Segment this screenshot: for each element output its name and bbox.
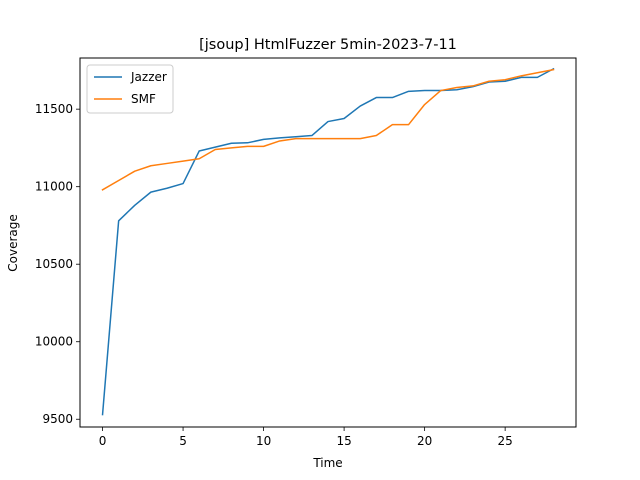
legend-label-jazzer: Jazzer bbox=[130, 70, 167, 84]
x-axis-label: Time bbox=[312, 456, 342, 470]
x-tick-label: 0 bbox=[99, 434, 107, 448]
x-tick-label: 25 bbox=[498, 434, 513, 448]
y-tick-label: 10500 bbox=[35, 257, 73, 271]
x-tick-label: 5 bbox=[179, 434, 187, 448]
y-tick-label: 11500 bbox=[35, 102, 73, 116]
series-line-smf bbox=[101, 68, 555, 191]
x-tick-label: 15 bbox=[336, 434, 351, 448]
plot-lines bbox=[101, 67, 555, 416]
y-axis-label: Coverage bbox=[6, 214, 20, 272]
y-tick-label: 9500 bbox=[42, 412, 73, 426]
plot-area-frame bbox=[79, 57, 577, 428]
y-tick-label: 10000 bbox=[35, 335, 73, 349]
chart-title: [jsoup] HtmlFuzzer 5min-2023-7-11 bbox=[199, 37, 457, 53]
x-tick-label: 20 bbox=[417, 434, 432, 448]
axis-ticks: 0 5 10 15 20 25 9500 10000 10500 11000 11500 bbox=[35, 102, 513, 448]
x-tick-label: 10 bbox=[256, 434, 271, 448]
legend-label-smf: SMF bbox=[131, 92, 156, 106]
y-tick-label: 11000 bbox=[35, 180, 73, 194]
legend: Jazzer SMF bbox=[86, 64, 174, 114]
